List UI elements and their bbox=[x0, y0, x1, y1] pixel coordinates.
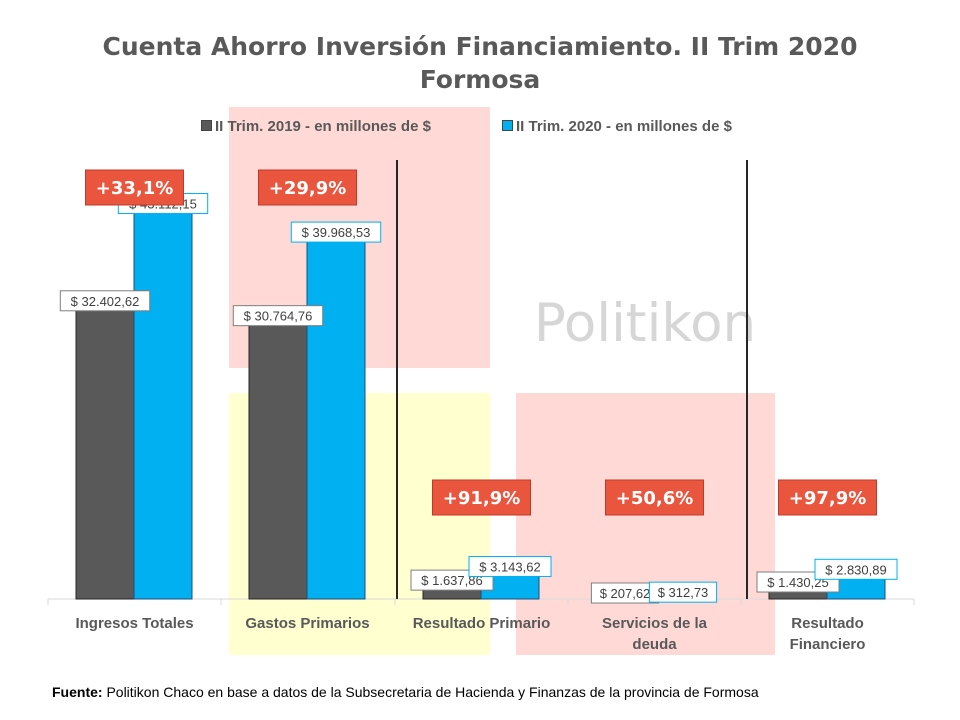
bars-layer: $ 32.402,62$ 43.112,15+33,1%Ingresos Tot… bbox=[47, 160, 915, 653]
category-label: deuda bbox=[632, 636, 677, 653]
category-label: Resultado bbox=[791, 615, 864, 632]
data-label-2019: $ 32.402,62 bbox=[71, 294, 140, 309]
data-label-2019: $ 207,62 bbox=[600, 586, 651, 601]
data-label-2019: $ 1.430,25 bbox=[767, 575, 828, 590]
variation-label: +91,9% bbox=[443, 488, 521, 509]
data-label-2020: $ 2.830,89 bbox=[825, 562, 886, 577]
source-text: Politikon Chaco en base a datos de la Su… bbox=[102, 684, 759, 700]
category-label: Servicios de la bbox=[602, 615, 708, 632]
source-footer: Fuente: Politikon Chaco en base a datos … bbox=[52, 684, 759, 700]
legend-item-2020: II Trim. 2020 - en millones de $ bbox=[502, 118, 732, 135]
variation-box bbox=[85, 169, 184, 206]
legend-item-2019: II Trim. 2019 - en millones de $ bbox=[201, 118, 431, 135]
bar-2020 bbox=[133, 207, 193, 600]
variation-box bbox=[605, 479, 704, 516]
category-label: Gastos Primarios bbox=[245, 615, 369, 632]
legend-label-2020: II Trim. 2020 - en millones de $ bbox=[516, 118, 732, 135]
variation-label: +29,9% bbox=[269, 178, 347, 199]
data-label-2020: $ 39.968,53 bbox=[302, 225, 371, 240]
data-label-2020: $ 3.143,62 bbox=[479, 559, 540, 574]
variation-label: +50,6% bbox=[616, 488, 694, 509]
variation-box bbox=[778, 479, 877, 516]
legend-swatch-2020 bbox=[502, 120, 513, 131]
data-label-2019: $ 30.764,76 bbox=[244, 309, 313, 324]
category-label: Ingresos Totales bbox=[75, 615, 193, 632]
data-label-2020-box bbox=[290, 221, 382, 243]
legend-swatch-2019 bbox=[201, 120, 212, 131]
data-label-2020-box bbox=[648, 581, 718, 603]
data-label-2019: $ 1.637,86 bbox=[421, 573, 482, 588]
data-label-2020-box bbox=[814, 558, 898, 580]
highlight-box-deuda-financiero bbox=[516, 393, 775, 655]
chart-title-block: Cuenta Ahorro Inversión Financiamiento. … bbox=[0, 30, 960, 96]
legend: II Trim. 2019 - en millones de $ II Trim… bbox=[0, 118, 960, 140]
bar-2019 bbox=[75, 304, 135, 600]
variation-box bbox=[432, 479, 531, 516]
category-label: Resultado Primario bbox=[413, 615, 551, 632]
bar-2020 bbox=[306, 235, 366, 600]
variation-label: +33,1% bbox=[96, 178, 174, 199]
data-label-2019-box bbox=[232, 305, 324, 327]
source-label: Fuente: bbox=[52, 684, 103, 700]
legend-label-2019: II Trim. 2019 - en millones de $ bbox=[215, 118, 431, 135]
data-label-2019-box bbox=[59, 290, 151, 312]
chart-subtitle: Formosa bbox=[419, 65, 541, 94]
data-label-2020: $ 312,73 bbox=[658, 585, 709, 600]
bar-2019 bbox=[248, 319, 308, 600]
watermark: Politikon bbox=[534, 293, 756, 354]
variation-label: +97,9% bbox=[789, 488, 867, 509]
variation-box bbox=[258, 169, 357, 206]
chart-title: Cuenta Ahorro Inversión Financiamiento. … bbox=[102, 32, 858, 61]
category-label: Financiero bbox=[790, 636, 866, 653]
data-label-2020-box bbox=[468, 555, 552, 577]
